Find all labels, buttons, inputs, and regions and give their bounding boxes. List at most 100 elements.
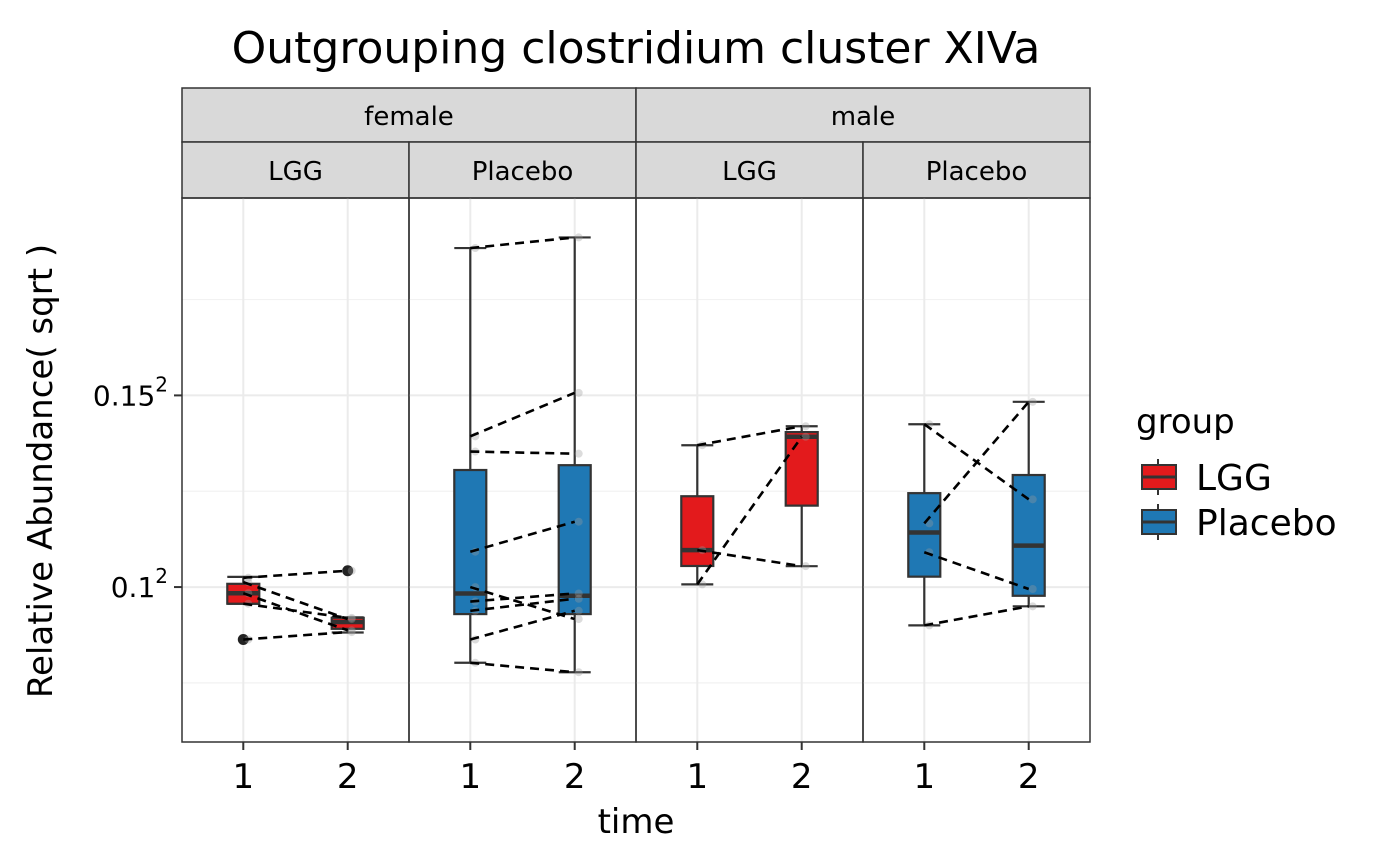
pair-line <box>923 400 1030 525</box>
panel-female-lgg: LGG <box>181 141 410 743</box>
data-point <box>574 594 583 603</box>
data-point <box>1028 602 1037 611</box>
data-point <box>574 517 583 526</box>
data-point <box>347 566 356 575</box>
pair-line <box>242 580 349 621</box>
subject-pair <box>923 397 1037 528</box>
panel-male-lgg: LGG <box>635 141 864 743</box>
subject-pair <box>242 578 356 624</box>
strip-background <box>635 87 1091 143</box>
subject-pair <box>469 583 583 624</box>
subject-pair <box>470 589 583 606</box>
x-axis-label: time <box>598 802 675 842</box>
data-point <box>347 628 356 637</box>
legend-label: LGG <box>1196 458 1272 499</box>
legend-title: group <box>1136 402 1235 442</box>
pair-line <box>470 236 575 250</box>
axes: 1 2 1 2 1 2 1 2 0.12 0.152 <box>93 372 1040 797</box>
strip-background <box>181 87 637 143</box>
subject-pair <box>697 546 810 571</box>
pair-line <box>470 592 575 603</box>
pair-line <box>469 585 576 621</box>
pair-line <box>243 630 348 641</box>
subject-pair <box>243 628 356 644</box>
strip-label: LGG <box>268 157 323 187</box>
box-iqr <box>784 430 819 507</box>
box-time-1 <box>453 246 488 664</box>
box-time-1 <box>680 444 715 586</box>
strip-background <box>181 141 410 199</box>
data-point <box>574 589 583 598</box>
data-point <box>1028 584 1037 593</box>
x-tick-label: 2 <box>337 757 359 797</box>
box-time-2 <box>557 236 592 674</box>
box-time-2 <box>330 565 365 634</box>
strip-female: female <box>181 87 637 143</box>
strip-label: LGG <box>722 157 777 187</box>
pair-line <box>469 609 576 641</box>
pair-line <box>470 450 575 455</box>
pair-line <box>697 548 802 568</box>
x-tick-label: 1 <box>686 757 708 797</box>
pair-line <box>924 605 1029 627</box>
data-point <box>801 422 810 431</box>
strip-background <box>408 141 637 199</box>
subject-pair <box>243 566 356 582</box>
box-iqr <box>453 468 488 616</box>
pair-line <box>243 602 348 620</box>
subject-pair <box>470 658 583 677</box>
data-point <box>574 615 583 624</box>
legend-entry-placebo: Placebo <box>1141 503 1337 544</box>
pair-line <box>469 520 576 553</box>
legend-entry-lgg: LGG <box>1141 458 1272 499</box>
subject-pair <box>470 233 583 253</box>
box-iqr <box>907 492 942 578</box>
x-tick-label: 2 <box>1018 757 1040 797</box>
strip-background <box>862 141 1091 199</box>
box-iqr <box>557 464 592 616</box>
subject-pair <box>470 594 583 615</box>
pair-line <box>469 391 576 438</box>
subject-pair <box>469 517 583 556</box>
subject-pair <box>469 388 583 441</box>
subject-pair <box>470 447 583 458</box>
strip-label: Placebo <box>472 157 574 187</box>
data-point <box>801 562 810 571</box>
panel-border <box>862 197 1091 743</box>
box-iqr <box>680 495 715 568</box>
panel-female-placebo: Placebo <box>408 141 637 743</box>
y-tick-label: 0.152 <box>93 372 168 412</box>
pair-line <box>242 592 349 632</box>
subject-pair <box>696 432 810 589</box>
x-tick-label: 2 <box>791 757 813 797</box>
x-tick-label: 2 <box>564 757 586 797</box>
panel-male-placebo: Placebo <box>862 141 1091 743</box>
data-point <box>347 613 356 622</box>
data-point <box>1028 397 1037 406</box>
data-point <box>347 615 356 624</box>
data-point <box>1028 495 1037 504</box>
strip-label: male <box>831 102 895 132</box>
pair-line <box>243 569 348 580</box>
subject-pair <box>242 589 356 635</box>
facet-panels: female male LGG Placebo LGG Placebo <box>181 87 1091 743</box>
panel-border <box>635 197 864 743</box>
x-tick-label: 1 <box>232 757 254 797</box>
legend-label: Placebo <box>1196 503 1337 544</box>
panel-border <box>408 197 637 743</box>
subject-pair <box>243 599 356 622</box>
data-point <box>574 449 583 458</box>
data-point <box>574 388 583 397</box>
pair-line <box>470 661 575 674</box>
y-tick-label: 0.12 <box>111 564 168 604</box>
data-point <box>574 668 583 677</box>
subject-pair <box>924 602 1037 630</box>
pair-line <box>923 551 1030 591</box>
pair-line <box>696 435 803 586</box>
data-point <box>347 626 356 635</box>
pair-line <box>697 424 802 447</box>
data-point <box>574 233 583 242</box>
box-time-2 <box>1011 400 1046 608</box>
data-point <box>574 606 583 615</box>
